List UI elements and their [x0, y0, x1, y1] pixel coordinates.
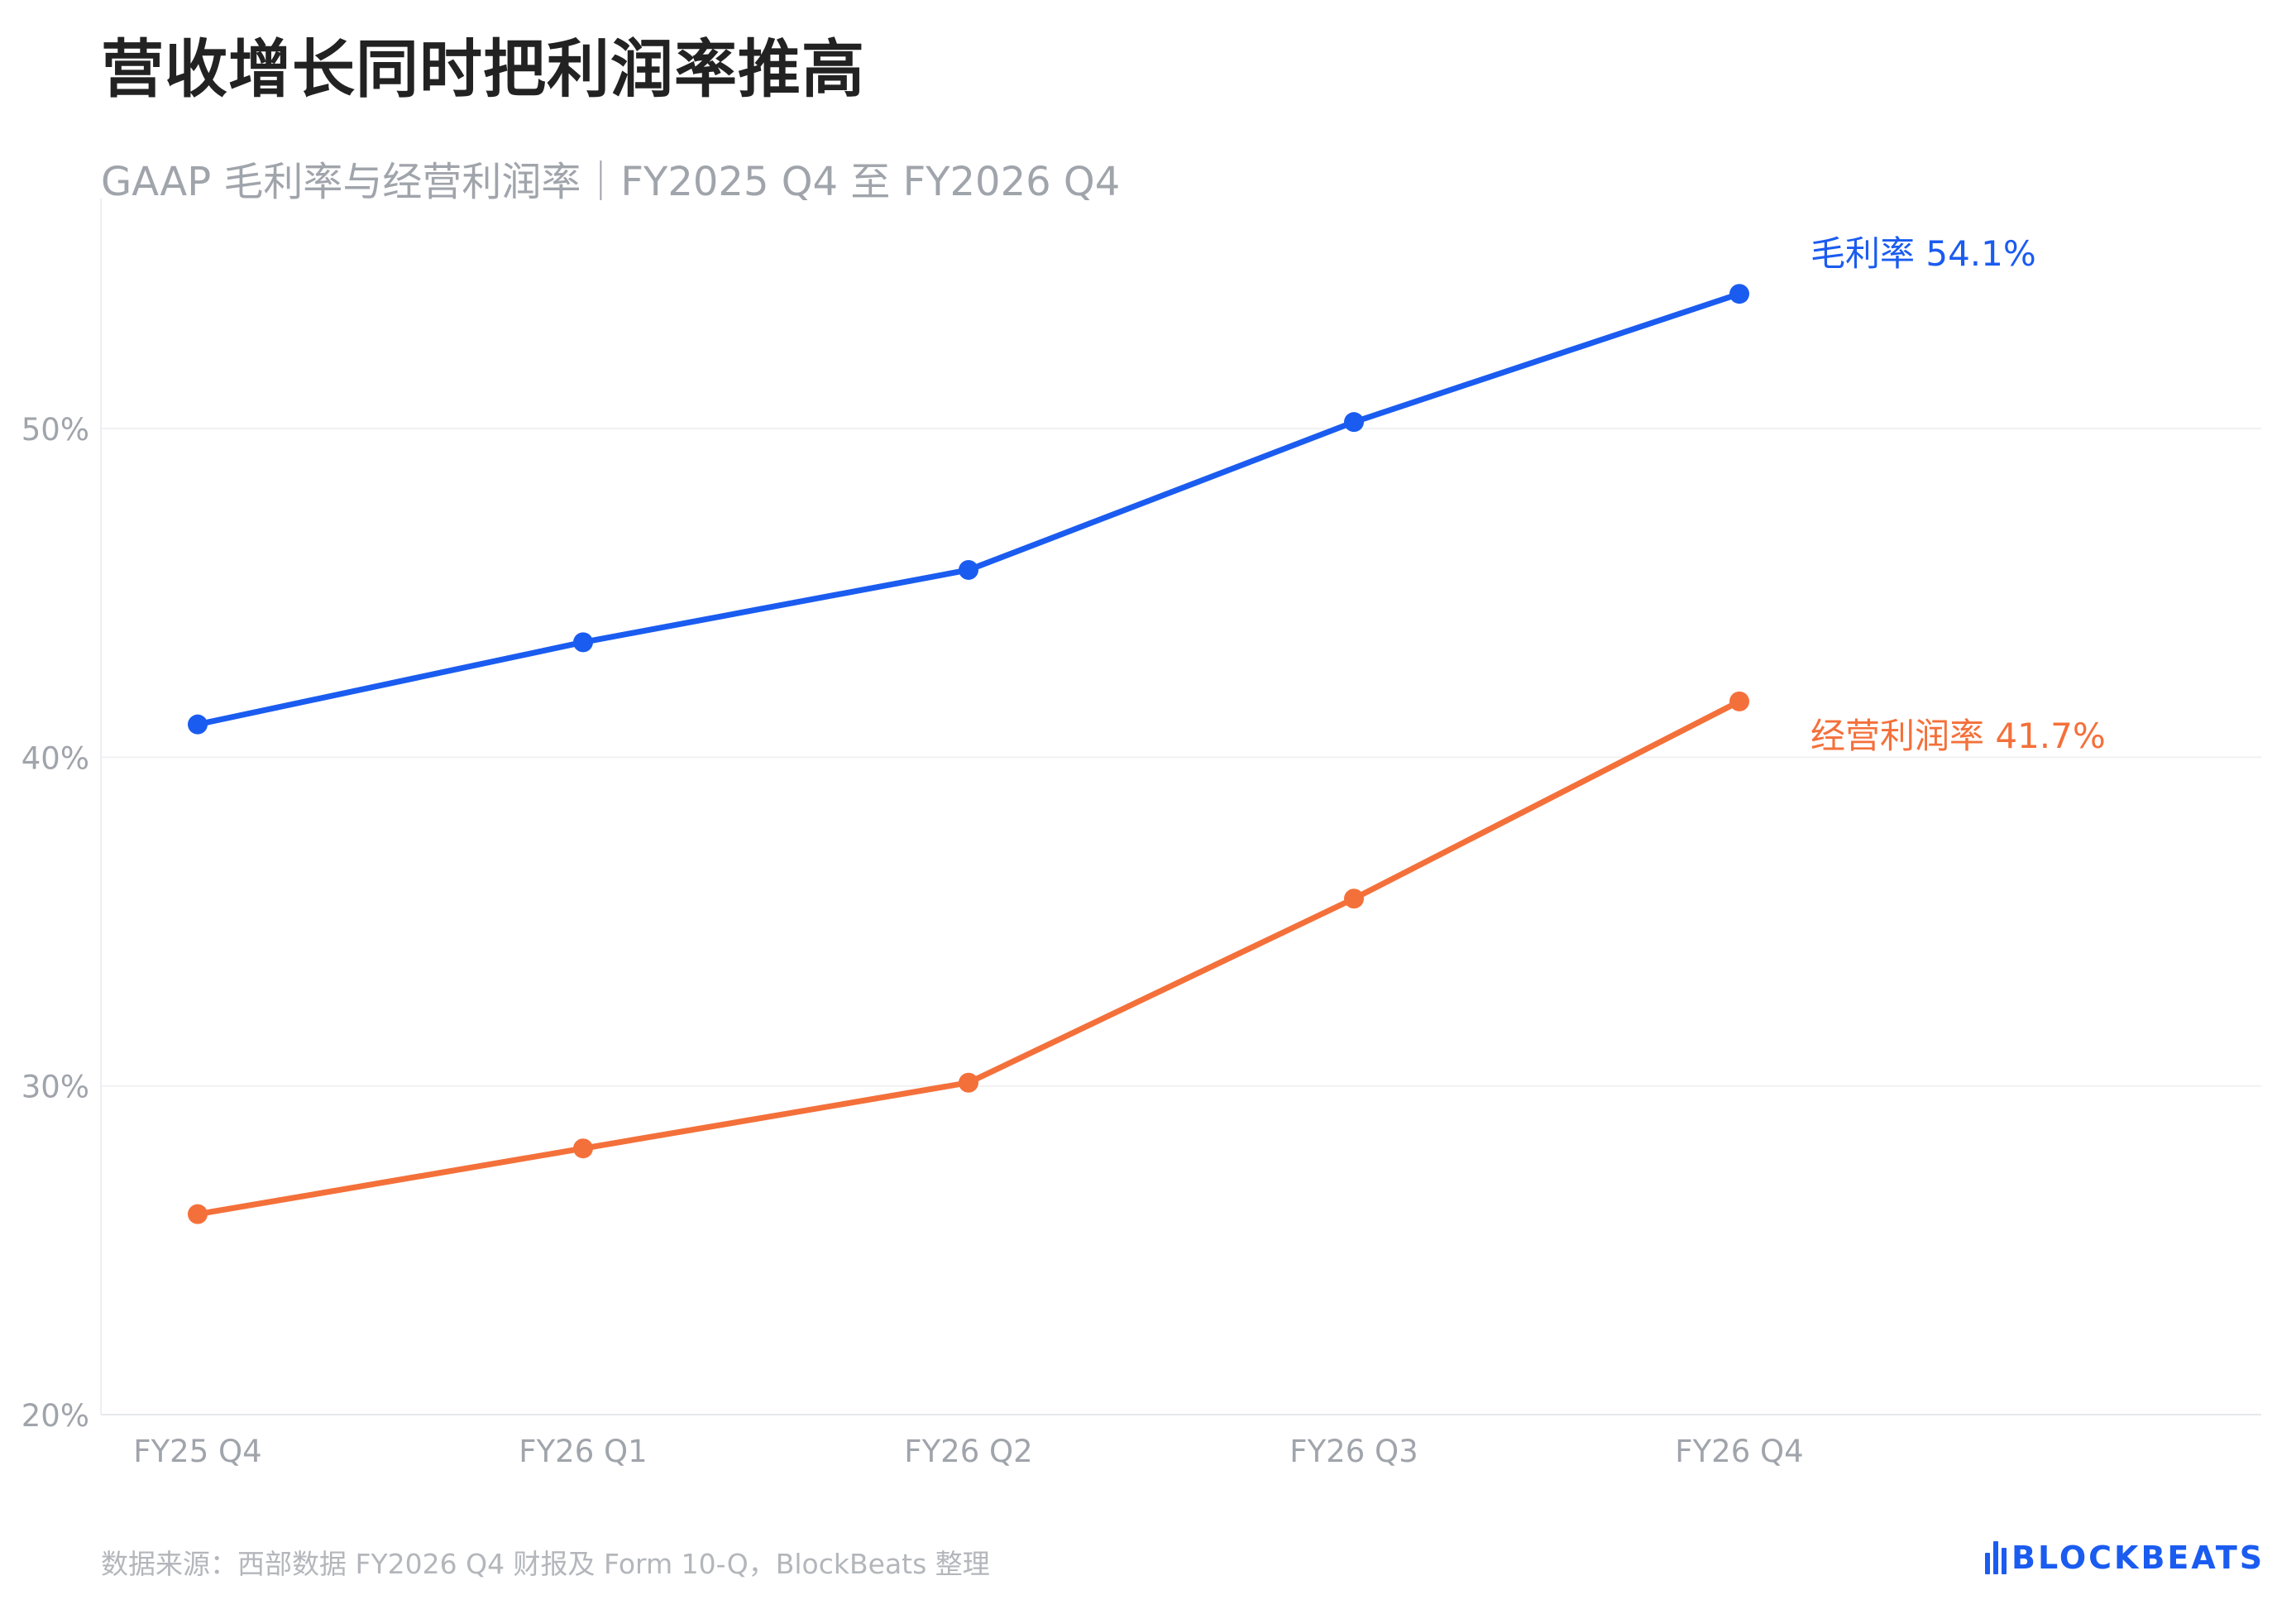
gross-data-point — [1729, 284, 1749, 304]
operating-data-point — [573, 1138, 593, 1159]
logo-text: BLOCKBEATS — [2011, 1540, 2265, 1576]
grid-layer — [101, 428, 2261, 1087]
gross-data-point — [573, 632, 593, 653]
chart-title: 营收增长同时把利润率推高 — [101, 32, 865, 106]
operating-data-point — [188, 1204, 208, 1224]
label-layer: 毛利率 54.1% 经营利润率 41.7% — [1810, 233, 2106, 756]
gross-data-point — [188, 714, 208, 735]
gross-series-line — [194, 290, 1743, 728]
y-tick-label: 40% — [22, 740, 89, 776]
chart-subtitle: GAAP 毛利率与经营利润率｜FY2025 Q4 至 FY2026 Q4 — [101, 159, 1121, 205]
gross-data-point — [1344, 412, 1364, 433]
gross-data-point — [959, 559, 978, 580]
operating-data-point — [1729, 691, 1749, 711]
operating-data-point — [1344, 888, 1364, 909]
x-tick-label: FY26 Q2 — [904, 1434, 1032, 1469]
blockbeats-logo-icon — [1985, 1541, 2007, 1574]
operating-end-label: 经营利润率 41.7% — [1810, 716, 2106, 756]
x-tick-label: FY25 Q4 — [133, 1434, 261, 1469]
x-tick-label: FY26 Q4 — [1675, 1434, 1803, 1469]
axis-layer: 20% 30% 40% 50% FY25 Q4 FY26 Q1 FY26 Q2 FY26 Q3… — [22, 199, 2261, 1469]
x-tick-label: FY26 Q3 — [1289, 1434, 1418, 1469]
series-layer — [188, 284, 1749, 1224]
operating-data-point — [959, 1072, 978, 1093]
y-tick-label: 20% — [22, 1398, 89, 1434]
y-tick-label: 30% — [22, 1070, 89, 1105]
operating-series-line — [194, 698, 1743, 1218]
y-tick-label: 50% — [22, 412, 89, 448]
x-tick-label: FY26 Q1 — [519, 1434, 647, 1469]
brand-logo: BLOCKBEATS — [1985, 1537, 2265, 1578]
gross-end-label: 毛利率 54.1% — [1810, 233, 2036, 274]
source-note: 数据来源：西部数据 FY2026 Q4 财报及 Form 10-Q，BlockB… — [101, 1548, 990, 1580]
